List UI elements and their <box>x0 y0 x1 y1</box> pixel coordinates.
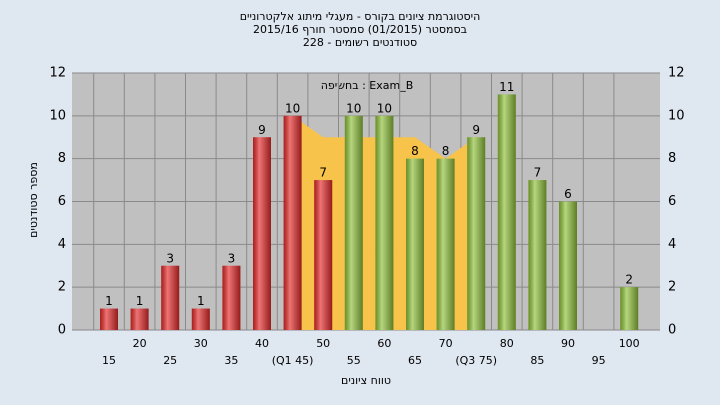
y2-tick-label: 2 <box>668 280 676 295</box>
bar-shade <box>161 265 180 330</box>
bar-shade <box>130 308 149 330</box>
x-tick-label: 55 <box>347 354 361 367</box>
y-tick-label: 6 <box>58 194 66 209</box>
bar-shade <box>253 137 271 330</box>
y2-tick-label: 12 <box>668 66 685 81</box>
bar-shade <box>620 287 639 330</box>
value-label: 11 <box>499 80 514 94</box>
value-label: 9 <box>258 123 266 137</box>
bar-shade <box>559 201 577 330</box>
value-label: 6 <box>564 187 572 201</box>
bar-shade <box>100 308 118 330</box>
y2-tick-label: 6 <box>668 194 676 209</box>
y2-tick-label: 10 <box>668 108 685 123</box>
x-tick-label: 100 <box>619 337 640 350</box>
value-label: 1 <box>197 294 205 308</box>
y-tick-label: 0 <box>58 323 66 338</box>
value-label: 1 <box>136 294 144 308</box>
chart-subtitle: בסמסטר (01/2015) סמסטר חורף 2015/16 <box>253 23 467 36</box>
x-tick-label: 60 <box>377 337 391 350</box>
x-tick-label: 85 <box>530 354 544 367</box>
value-label: 7 <box>319 166 327 180</box>
chart-subtitle: סטודנטים רשומים - 228 <box>303 36 417 49</box>
y2-tick-label: 8 <box>668 151 676 166</box>
value-label: 3 <box>166 251 174 265</box>
y-tick-label: 2 <box>58 280 66 295</box>
y2-tick-label: 4 <box>668 237 676 252</box>
value-label: 7 <box>534 166 542 180</box>
bar-shade <box>344 115 363 330</box>
chart-title: היסטוגרמת ציונים בקורס - מעגלי מיתוג אלק… <box>240 10 481 23</box>
bar-shade <box>314 180 333 330</box>
value-label: 8 <box>442 144 450 158</box>
y-axis-label: מספר סטודנטים <box>27 162 40 238</box>
bar-shade <box>191 308 210 330</box>
x-tick-label: 95 <box>592 354 606 367</box>
x-tick-label: 65 <box>408 354 422 367</box>
y2-tick-label: 0 <box>668 323 676 338</box>
x-tick-label: 70 <box>439 337 453 350</box>
bar-shade <box>222 265 241 330</box>
x-tick-label: 80 <box>500 337 514 350</box>
x-tick-label: 15 <box>102 354 116 367</box>
bar-shade <box>406 158 424 330</box>
y-tick-label: 8 <box>58 151 66 166</box>
x-tick-label: 35 <box>224 354 238 367</box>
x-tick-label: 50 <box>316 337 330 350</box>
value-label: 10 <box>346 101 361 115</box>
x-tick-label: (Q3 75) <box>455 354 497 367</box>
x-tick-label: 20 <box>133 337 147 350</box>
x-axis-label: טווח ציונים <box>341 374 391 387</box>
y-tick-label: 4 <box>58 237 66 252</box>
value-label: 10 <box>377 101 392 115</box>
value-label: 1 <box>105 294 113 308</box>
bar-shade <box>436 158 455 330</box>
bar-shade <box>467 137 486 330</box>
x-tick-label: 30 <box>194 337 208 350</box>
y-tick-label: 10 <box>49 108 66 123</box>
x-tick-label: 90 <box>561 337 575 350</box>
value-label: 10 <box>285 101 300 115</box>
annotation: בחשיפה : Exam_B <box>321 79 414 92</box>
bar-shade <box>375 115 394 330</box>
value-label: 8 <box>411 144 419 158</box>
value-label: 3 <box>228 251 236 265</box>
bar-shade <box>528 180 547 330</box>
value-label: 2 <box>625 273 633 287</box>
x-tick-label: 40 <box>255 337 269 350</box>
bar-shade <box>497 94 516 331</box>
value-label: 9 <box>472 123 480 137</box>
x-tick-label: (Q1 45) <box>272 354 314 367</box>
y-tick-label: 12 <box>49 66 66 81</box>
bar-shade <box>283 115 302 330</box>
x-tick-label: 25 <box>163 354 177 367</box>
